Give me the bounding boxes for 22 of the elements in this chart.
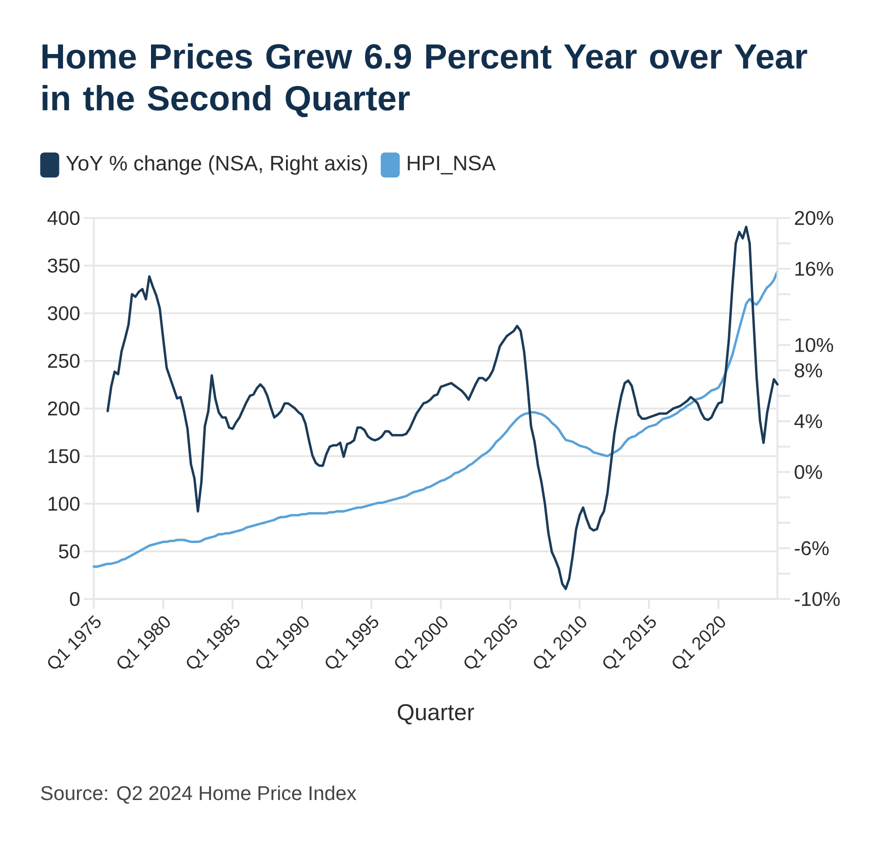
y2-tick-label: -6% — [794, 541, 829, 556]
chart-title: Home Prices Grew 6.9 Percent Year over Year in the Second Quarter — [42, 43, 808, 118]
y2-tick-label: -10% — [794, 592, 840, 606]
source-note: Source: Q2 2024 Home Price Index — [41, 786, 356, 804]
y-tick-label: 50 — [58, 544, 80, 558]
y-tick-label: 350 — [48, 258, 80, 273]
y2-tick-label: 8% — [794, 363, 822, 378]
y-tick-label: 200 — [48, 401, 80, 416]
y-tick-label: 300 — [48, 306, 80, 320]
y2-tick-label: 0% — [794, 464, 822, 480]
y-tick-label: 250 — [48, 354, 80, 368]
y-tick-label: 0 — [70, 592, 80, 606]
y-tick-label: 150 — [48, 449, 80, 464]
x-axis-title: Quarter — [398, 704, 474, 724]
y2-tick-label: 16% — [795, 262, 834, 276]
y2-tick-label: 4% — [794, 414, 822, 428]
legend-label: YoY % change (NSA, Right axis) — [66, 155, 367, 175]
y2-tick-label: 20% — [794, 210, 834, 226]
legend-label: HPI_NSA — [408, 156, 496, 174]
y-tick-label: 100 — [48, 496, 80, 511]
y-tick-label: 400 — [47, 210, 80, 226]
y2-tick-label: 10% — [795, 338, 834, 352]
